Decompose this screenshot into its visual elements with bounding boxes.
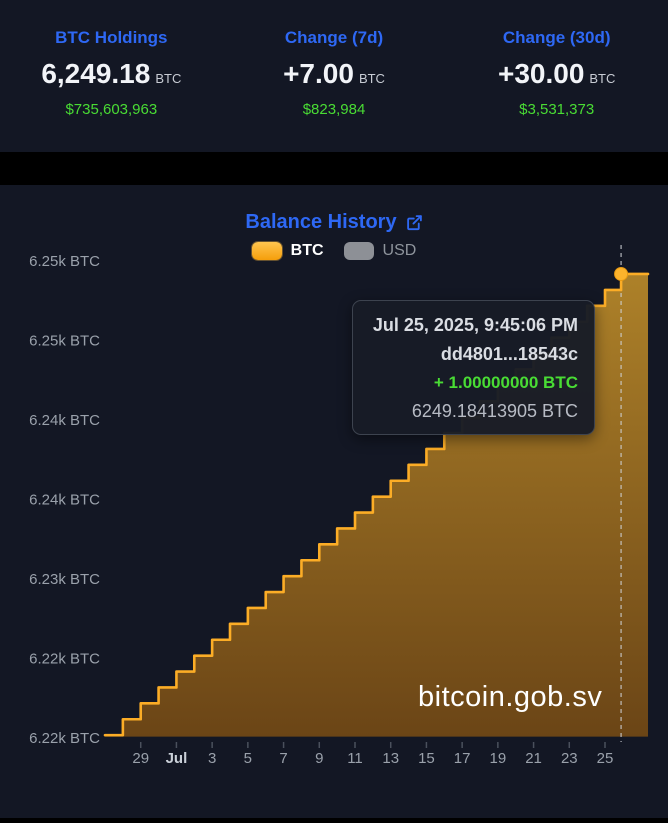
svg-text:7: 7 — [279, 750, 287, 767]
tooltip-timestamp: Jul 25, 2025, 9:45:06 PM — [372, 315, 578, 335]
svg-text:Jul: Jul — [166, 750, 188, 767]
stat-unit: BTC — [155, 71, 182, 86]
svg-text:19: 19 — [490, 750, 507, 767]
tooltip-balance: 6249.18413905 BTC — [411, 401, 578, 421]
stat-value: +7.00 BTC — [283, 58, 385, 89]
legend-item-usd[interactable]: USD — [343, 242, 417, 260]
svg-text:25: 25 — [597, 750, 614, 767]
black-bottom-band — [0, 818, 668, 823]
balance-history-chart[interactable]: 6.22k BTC 6.22k BTC 6.23k BTC 6.24k BTC 6.24… — [0, 185, 668, 818]
x-axis-ticks — [139, 742, 606, 748]
svg-text:13: 13 — [382, 750, 399, 767]
svg-text:21: 21 — [525, 750, 542, 767]
stat-btc-holdings: BTC Holdings 6,249.18 BTC $735,603,963 — [0, 28, 223, 118]
legend-label: BTC — [290, 242, 324, 259]
tooltip-txid: dd4801...18543c — [440, 344, 578, 364]
stat-change-30d: Change (30d) +30.00 BTC $3,531,373 — [445, 28, 668, 118]
svg-text:23: 23 — [561, 750, 578, 767]
usd-swatch-icon — [343, 242, 374, 260]
stat-usd-value: $735,603,963 — [65, 101, 158, 118]
balance-history-link[interactable]: Balance History — [0, 211, 668, 234]
svg-text:6.22k BTC: 6.22k BTC — [29, 651, 100, 668]
svg-text:6.25k BTC: 6.25k BTC — [29, 253, 100, 270]
stat-unit: BTC — [358, 71, 385, 86]
stat-label: Change (7d) — [284, 28, 384, 47]
svg-text:6.25k BTC: 6.25k BTC — [29, 333, 100, 350]
stat-usd-value: $823,984 — [302, 101, 366, 118]
svg-text:17: 17 — [454, 750, 471, 767]
y-axis-labels: 6.22k BTC 6.22k BTC 6.23k BTC 6.24k BTC 6.24… — [29, 253, 100, 747]
balance-history-section: 6.22k BTC 6.22k BTC 6.23k BTC 6.24k BTC 6.24… — [0, 185, 668, 818]
svg-text:15: 15 — [418, 750, 435, 767]
external-link-icon — [406, 215, 422, 231]
legend-item-btc[interactable]: BTC — [251, 242, 324, 260]
stat-label: BTC Holdings — [55, 28, 168, 47]
svg-text:9: 9 — [315, 750, 323, 767]
svg-text:6.24k BTC: 6.24k BTC — [29, 492, 100, 509]
watermark: bitcoin.gob.sv — [418, 681, 603, 713]
svg-text:29: 29 — [132, 750, 149, 767]
stat-unit: BTC — [589, 71, 616, 86]
legend-label: USD — [382, 242, 417, 259]
stat-change-7d: Change (7d) +7.00 BTC $823,984 — [223, 28, 446, 118]
stat-label: Change (30d) — [502, 28, 611, 47]
svg-text:5: 5 — [244, 750, 252, 767]
chart-title: Balance History — [245, 211, 397, 233]
stat-value: +30.00 BTC — [497, 58, 616, 89]
svg-text:6.23k BTC: 6.23k BTC — [29, 571, 100, 588]
chart-legend: BTC USD — [0, 242, 668, 260]
stat-usd-value: $3,531,373 — [519, 101, 595, 118]
chart-tooltip: Jul 25, 2025, 9:45:06 PM dd4801...18543c… — [352, 300, 595, 435]
svg-text:6.22k BTC: 6.22k BTC — [29, 730, 100, 747]
x-axis-labels: 29 Jul 3 5 7 9 11 13 15 17 19 21 23 25 — [132, 750, 613, 767]
stat-value: 6,249.18 BTC — [41, 58, 182, 89]
svg-text:6.24k BTC: 6.24k BTC — [29, 412, 100, 429]
svg-text:3: 3 — [208, 750, 216, 767]
holdings-summary-header: BTC Holdings 6,249.18 BTC $735,603,963 Ch… — [0, 0, 668, 152]
black-divider-band — [0, 152, 668, 185]
btc-swatch-icon — [251, 242, 282, 260]
svg-text:11: 11 — [347, 750, 363, 767]
tooltip-amount: + 1.00000000 BTC — [433, 373, 578, 392]
current-point-marker[interactable] — [614, 266, 629, 281]
